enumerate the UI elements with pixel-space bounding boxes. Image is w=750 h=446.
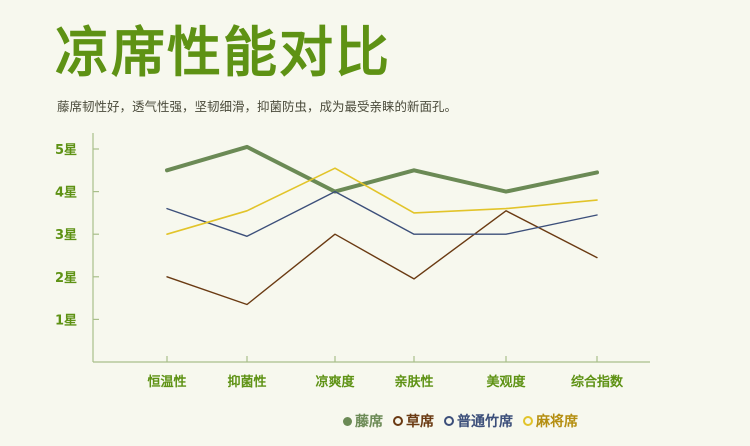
- y-tick-label: 1星: [55, 313, 77, 328]
- legend-marker: [343, 416, 352, 426]
- y-tick-label: 5星: [55, 143, 77, 158]
- y-tick-label: 4星: [55, 186, 77, 201]
- x-tick-label: 美观度: [486, 374, 526, 390]
- legend-marker: [523, 416, 533, 426]
- series-line-3: [166, 190, 598, 238]
- x-tick-label: 抑菌性: [227, 374, 266, 390]
- chart-legend: 藤席 草席 普通竹席 麻将席: [343, 411, 578, 431]
- legend-label: 麻将席: [536, 414, 578, 430]
- legend-label: 藤席: [355, 414, 383, 430]
- page-title: 凉席性能对比: [55, 21, 391, 84]
- x-tick-label: 凉爽度: [315, 374, 355, 390]
- x-tick-label: 亲肤性: [394, 374, 433, 390]
- legend-item-2: 草席: [393, 411, 434, 431]
- legend-marker: [393, 416, 403, 426]
- legend-label: 草席: [406, 414, 434, 430]
- x-tick-labels: 恒温性 抑菌性 凉爽度 亲肤性 美观度 综合指数: [147, 374, 624, 390]
- x-tick-label: 综合指数: [571, 374, 624, 390]
- y-tick-labels: 1星 2星 3星 4星 5星: [55, 143, 77, 328]
- page-subtitle: 藤席韧性好，透气性强，坚韧细滑，抑菌防虫，成为最受亲睐的新面孔。: [57, 99, 458, 114]
- legend-label: 普通竹席: [457, 414, 513, 430]
- x-tick-label: 恒温性: [147, 374, 186, 390]
- chart-axes: [92, 133, 650, 363]
- legend-item-4: 麻将席: [523, 411, 578, 431]
- y-tick-label: 3星: [55, 228, 77, 243]
- y-tick-label: 2星: [55, 271, 77, 286]
- legend-item-1: 藤席: [343, 411, 383, 431]
- series-line-4: [166, 167, 598, 235]
- chart-series: [165, 144, 599, 306]
- legend-marker: [444, 416, 454, 426]
- legend-item-3: 普通竹席: [444, 411, 513, 431]
- series-line-2: [166, 210, 598, 306]
- series-line-1: [165, 144, 599, 194]
